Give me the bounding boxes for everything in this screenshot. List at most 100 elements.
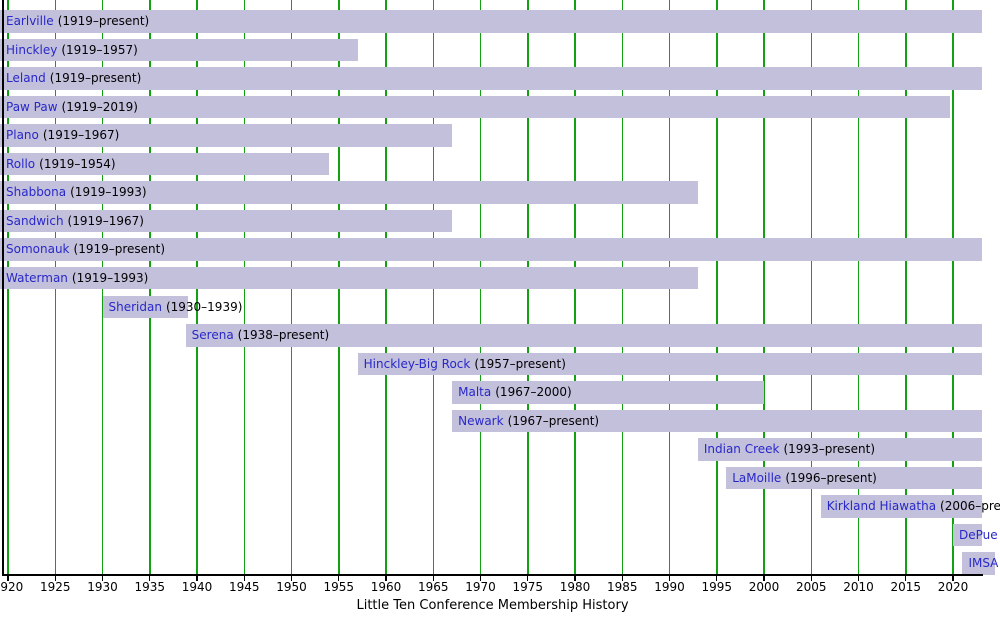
timeline-bar-sheridan	[102, 295, 188, 318]
bar-label-lamoille: LaMoille (1996–present)	[732, 467, 877, 490]
school-name-rollo: Rollo	[6, 156, 36, 171]
chart-title: Little Ten Conference Membership History	[356, 598, 629, 613]
school-name-hinckley: Hinckley	[6, 42, 58, 57]
year-range-hinckley: (1919–1957)	[61, 42, 138, 57]
year-range-plano: (1919–1967)	[42, 128, 120, 143]
gridline-2015	[905, 0, 907, 575]
bar-label-plano: Plano (1919–1967)	[6, 124, 119, 147]
school-name-newark: Newark	[458, 413, 504, 428]
axis-tick-1945	[243, 576, 245, 581]
y-axis-spine	[2, 0, 4, 575]
axis-tick-label-1955: 1955	[323, 580, 355, 594]
axis-tick-1925	[54, 576, 56, 581]
bar-label-hinckley: Hinckley (1919–1957)	[6, 39, 138, 62]
axis-tick-1995	[716, 576, 718, 581]
year-range-rollo: (1919–1954)	[39, 156, 116, 171]
axis-tick-label-1985: 1985	[606, 580, 638, 594]
school-name-shabbona: Shabbona	[6, 185, 67, 200]
x-axis-spine	[2, 574, 983, 576]
school-name-imsa: IMSA	[968, 556, 999, 571]
axis-tick-1930	[101, 576, 104, 581]
gridline-2000	[763, 0, 765, 575]
timeline-bar-lamoille	[726, 466, 983, 490]
school-name-plano: Plano	[6, 128, 39, 143]
year-range-leland: (1919–present)	[49, 71, 142, 86]
axis-tick-2005	[810, 576, 812, 581]
axis-tick-1970	[479, 576, 482, 581]
bar-label-waterman: Waterman (1919–1993)	[6, 267, 148, 290]
bar-label-rollo: Rollo (1919–1954)	[6, 153, 116, 176]
year-range-indian-creek: (1993–present)	[783, 442, 876, 457]
school-name-hinckley-big-rock: Hinckley-Big Rock	[363, 356, 471, 371]
timeline-bar-somonauk	[0, 238, 983, 261]
axis-tick-1975	[527, 576, 529, 581]
axis-tick-label-1945: 1945	[228, 580, 260, 594]
axis-tick-1980	[574, 576, 576, 581]
bar-label-earlville: Earlville (1919–present)	[6, 10, 149, 33]
bar-label-serena: Serena (1938–present)	[192, 324, 330, 347]
timeline-bar-imsa	[962, 552, 995, 575]
bar-label-malta: Malta (1967–2000)	[458, 381, 572, 404]
gridline-2020	[952, 0, 954, 575]
gridline-1995	[716, 0, 718, 575]
bar-label-paw-paw: Paw Paw (1919–2019)	[6, 96, 138, 119]
bar-label-sheridan: Sheridan (1930–1939)	[109, 296, 243, 319]
axis-tick-2010	[857, 576, 860, 581]
year-range-lamoille: (1996–present)	[785, 470, 877, 485]
timeline-bar-shabbona	[0, 181, 698, 204]
timeline-bar-hinckley-big-rock	[357, 352, 983, 376]
axis-tick-1960	[385, 576, 387, 581]
axis-tick-label-2000: 2000	[748, 580, 780, 594]
year-range-serena: (1938–present)	[237, 328, 330, 343]
school-name-kirkland-hiawatha: Kirkland Hiawatha	[826, 499, 937, 514]
bar-label-somonauk: Somonauk (1919–present)	[6, 238, 165, 261]
timeline-bar-waterman	[0, 266, 698, 290]
axis-tick-1990	[668, 576, 671, 581]
axis-tick-1920	[7, 576, 9, 581]
axis-tick-label-1950: 1950	[276, 580, 307, 594]
school-name-paw-paw: Paw Paw	[6, 99, 58, 114]
axis-tick-1985	[621, 576, 623, 581]
school-name-lamoille: LaMoille	[732, 470, 782, 485]
timeline-bar-sandwich	[0, 209, 453, 233]
bar-label-imsa: IMSA	[968, 552, 998, 575]
axis-tick-label-1975: 1975	[512, 580, 544, 594]
timeline-bar-newark	[452, 409, 983, 433]
school-name-indian-creek: Indian Creek	[703, 442, 780, 457]
school-name-malta: Malta	[458, 385, 492, 400]
bar-label-newark: Newark (1967–present)	[458, 410, 599, 433]
bar-label-hinckley-big-rock: Hinckley-Big Rock (1957–present)	[364, 353, 566, 376]
year-range-sandwich: (1919–1967)	[67, 213, 144, 228]
axis-tick-label-2020: 2020	[937, 580, 969, 594]
timeline-bar-depue	[953, 523, 983, 547]
bar-label-indian-creek: Indian Creek (1993–present)	[704, 438, 875, 461]
year-range-earlville: (1919–present)	[57, 14, 150, 28]
year-range-kirkland-hiawatha: (2006–present)	[940, 499, 1000, 514]
timeline-bar-malta	[452, 381, 764, 404]
year-range-waterman: (1919–1993)	[71, 270, 149, 285]
gridline-2010	[857, 0, 860, 575]
axis-tick-label-1925: 1925	[39, 580, 71, 594]
axis-tick-1965	[432, 576, 434, 581]
axis-tick-label-1995: 1995	[701, 580, 733, 594]
school-name-serena: Serena	[191, 328, 234, 343]
year-range-paw-paw: (1919–2019)	[61, 99, 138, 114]
axis-tick-label-2005: 2005	[795, 580, 827, 594]
timeline-bar-rollo	[0, 152, 330, 176]
axis-tick-2000	[763, 576, 765, 581]
bar-label-sandwich: Sandwich (1919–1967)	[6, 210, 144, 233]
school-name-waterman: Waterman	[6, 270, 68, 285]
school-name-somonauk: Somonauk	[6, 242, 70, 257]
year-range-malta: (1967–2000)	[495, 385, 572, 400]
axis-tick-1950	[290, 576, 293, 581]
timeline-bar-kirkland-hiawatha	[820, 495, 983, 518]
axis-tick-label-1960: 1960	[370, 580, 402, 594]
timeline-bar-earlville	[0, 10, 983, 33]
axis-tick-label-2010: 2010	[843, 580, 874, 594]
axis-tick-label-1940: 1940	[181, 580, 213, 594]
axis-tick-2020	[952, 576, 954, 581]
axis-tick-label-2015: 2015	[890, 580, 922, 594]
axis-tick-1955	[338, 576, 340, 581]
school-name-leland: Leland	[6, 71, 46, 86]
timeline-bar-leland	[0, 67, 983, 90]
